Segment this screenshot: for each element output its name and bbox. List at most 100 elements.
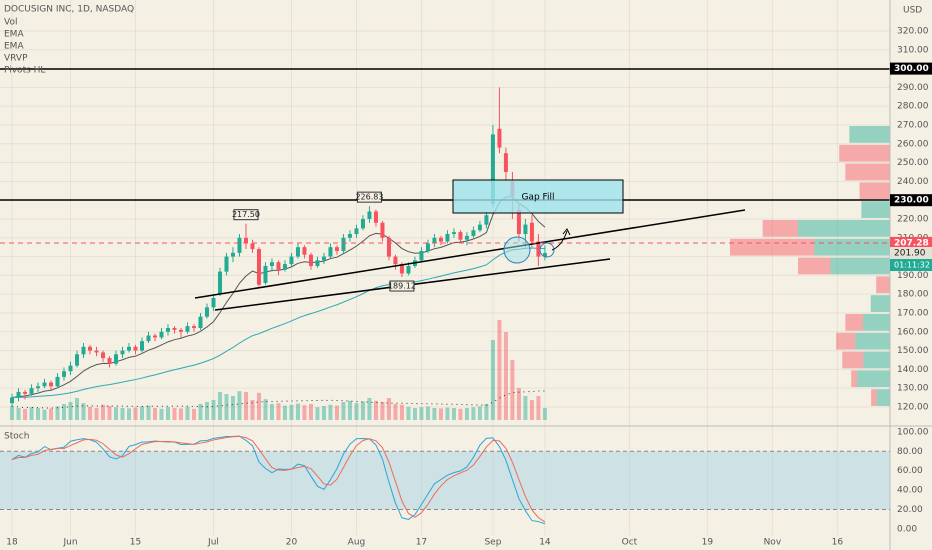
stoch-line — [11, 435, 546, 525]
candle-body — [542, 253, 547, 257]
volume-bar — [464, 408, 469, 420]
profile-down — [845, 313, 863, 331]
pivot-box — [356, 191, 382, 203]
volume-bar — [321, 406, 326, 420]
candles — [10, 87, 547, 407]
axes: 120.00130.00140.00150.00160.00170.00180.… — [6, 27, 932, 548]
profile-up — [814, 238, 890, 256]
volume-bar — [88, 406, 93, 420]
volume-bar — [16, 408, 21, 420]
candle-body — [178, 329, 183, 332]
volume-bar — [198, 404, 203, 420]
candle-body — [419, 250, 424, 261]
volume-bar — [451, 408, 456, 420]
candle-body — [36, 386, 41, 389]
price-label: 201.90 — [894, 249, 926, 259]
candle-body — [269, 262, 274, 266]
ema-line — [12, 247, 545, 399]
candle-body — [523, 224, 528, 235]
volume-bar — [497, 320, 502, 420]
volume-bar — [510, 360, 515, 420]
volume-bar — [529, 400, 534, 420]
volume-bar — [490, 340, 495, 420]
profile-up — [797, 219, 890, 237]
y-tick-label: 180.00 — [897, 290, 929, 300]
volume-bar — [503, 332, 508, 420]
candle-body — [165, 328, 170, 332]
candle-body — [451, 232, 456, 235]
volume-bar — [165, 407, 170, 420]
gap-fill-label: Gap Fill — [521, 193, 554, 203]
stoch-pane: 0.00 20.00 40.00 60.00 80.00 100.00 — [0, 427, 929, 534]
candle-body — [68, 365, 73, 372]
candle-body — [217, 271, 222, 295]
candle-body — [386, 237, 391, 257]
profile-up — [863, 351, 890, 369]
candle-body — [49, 382, 54, 387]
candle-body — [315, 260, 320, 266]
volume-bar — [315, 407, 320, 420]
currency: USD — [903, 6, 922, 16]
pivot-label: 217.50 — [232, 210, 260, 219]
candle-body — [354, 228, 359, 235]
highlight-circle — [539, 242, 555, 258]
candle-body — [399, 264, 404, 274]
volume-bar — [360, 401, 365, 420]
candle-body — [328, 247, 333, 257]
profile-down — [851, 370, 858, 388]
y-tick-label: 160.00 — [897, 327, 929, 337]
candle-body — [477, 224, 482, 231]
volume-bar — [516, 388, 521, 420]
stoch-tick-label: 40.00 — [897, 486, 923, 496]
y-tick-label: 150.00 — [897, 346, 929, 356]
candle-body — [159, 331, 164, 338]
y-tick-label: 270.00 — [897, 121, 929, 131]
volume-bar — [373, 400, 378, 420]
profile-down — [876, 276, 890, 294]
volume-bar — [81, 403, 86, 420]
candle-body — [152, 335, 157, 338]
volume-bar — [126, 408, 131, 420]
candle-body — [393, 256, 398, 265]
y-tick-label: 140.00 — [897, 365, 929, 375]
volume-bar — [471, 407, 476, 420]
candle-body — [256, 249, 261, 285]
candle-body — [360, 218, 365, 229]
y-tick-label: 310.00 — [897, 45, 929, 55]
volume-bar — [107, 406, 112, 420]
profile-down — [859, 182, 890, 200]
candle-body — [133, 346, 138, 351]
candle-body — [263, 265, 268, 283]
volume-bar — [217, 392, 222, 420]
volume-bar — [204, 402, 209, 420]
candle-body — [406, 265, 411, 274]
x-tick-label: 19 — [702, 538, 714, 548]
trendline — [194, 209, 746, 299]
profile-up — [861, 201, 890, 218]
volume-bar — [412, 408, 417, 420]
candle-body — [282, 264, 287, 270]
candle-body — [75, 354, 80, 366]
volume-bar — [114, 407, 119, 420]
countdown-bg — [890, 259, 932, 272]
volume-bar — [289, 404, 294, 420]
candle-body — [367, 211, 372, 219]
candle-body — [126, 346, 131, 351]
volume-bar — [62, 404, 67, 420]
stoch-tick-label: 0.00 — [897, 524, 917, 534]
candle-body — [471, 230, 476, 236]
volume-bar — [75, 398, 80, 420]
candle-body — [289, 256, 294, 265]
volume-bar — [536, 396, 541, 420]
profile-up — [855, 332, 890, 350]
x-tick-label: 15 — [130, 538, 141, 548]
profile-down — [842, 351, 864, 369]
candle-body — [529, 222, 534, 242]
y-tick-label: 220.00 — [897, 214, 929, 224]
volume-bar — [146, 405, 151, 420]
volume-bar — [302, 405, 307, 420]
candle-body — [295, 247, 300, 257]
volume-bar — [191, 408, 196, 420]
candle-body — [185, 326, 190, 332]
candle-body — [62, 371, 67, 377]
